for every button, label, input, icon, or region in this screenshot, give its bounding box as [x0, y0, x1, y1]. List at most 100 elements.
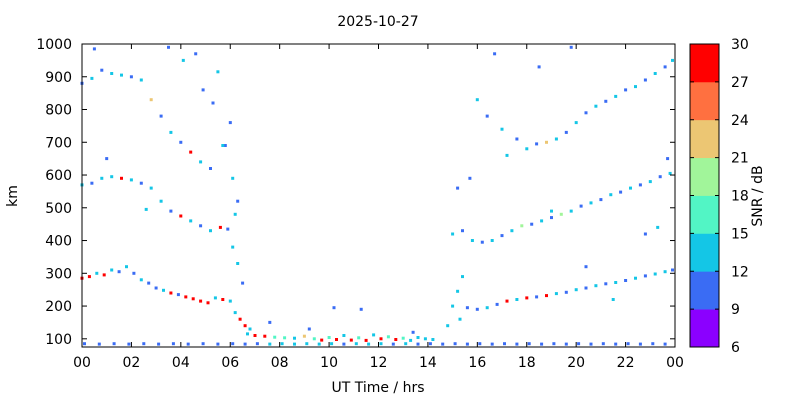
data-point-s1-2	[263, 334, 267, 338]
data-point-s1-16	[379, 337, 383, 341]
data-point-s3-18	[241, 281, 245, 285]
data-point-s2-35	[535, 295, 539, 299]
data-point-s0-35	[540, 342, 544, 346]
data-point-s4-23	[535, 142, 539, 146]
data-point-s3-38	[638, 183, 642, 187]
y-tick-label: 1000	[36, 37, 72, 53]
x-tick-label: 20	[567, 355, 585, 371]
data-point-s3-29	[550, 216, 553, 220]
data-point-s3-12	[199, 224, 203, 228]
colorbar-bin	[690, 81, 719, 121]
data-point-s1-8	[320, 338, 324, 342]
y-axis: 100 200 300 400 500 600 700 800 900 1000	[36, 37, 675, 348]
data-point-s4-7	[149, 98, 153, 102]
data-point-s0-14	[280, 342, 284, 346]
y-tick-label: 600	[45, 168, 72, 184]
x-tick-label: 00	[666, 355, 684, 371]
data-point-s5-10	[233, 212, 237, 216]
data-point-s3-9	[169, 209, 173, 213]
data-point-s3-35	[609, 193, 613, 197]
data-points	[80, 45, 674, 346]
data-point-s1-13	[357, 336, 361, 340]
y-tick-label: 100	[45, 332, 72, 348]
data-point-s0-3	[127, 342, 131, 346]
data-point-s1-18	[394, 338, 398, 341]
data-point-s3-15	[226, 227, 230, 231]
data-point-s0-36	[552, 342, 556, 346]
data-point-s2-25	[451, 304, 455, 308]
colorbar-bin	[690, 195, 719, 234]
data-point-s0-17	[317, 342, 321, 346]
data-point-s5-29	[307, 327, 311, 331]
data-point-s2-2	[95, 271, 99, 275]
data-point-s0-15	[293, 342, 296, 346]
data-point-s5-2	[144, 207, 148, 211]
data-point-s2-33	[515, 298, 519, 301]
data-point-s3-22	[480, 240, 484, 244]
data-point-s3-37	[629, 186, 632, 190]
data-point-s4-8	[159, 114, 163, 118]
data-point-s0-7	[186, 342, 190, 346]
data-point-s2-36	[545, 294, 548, 298]
data-point-s2-12	[169, 291, 173, 295]
data-point-s0-11	[243, 342, 247, 346]
data-point-s1-0	[246, 332, 249, 336]
data-point-s2-23	[243, 324, 247, 328]
data-point-s3-8	[159, 199, 163, 203]
data-point-s2-18	[213, 296, 217, 300]
colorbar-bin	[690, 44, 719, 83]
colorbar-tick-label: 24	[731, 113, 749, 129]
data-point-s3-16	[231, 245, 235, 249]
data-point-s4-35	[653, 72, 657, 75]
data-point-s4-11	[189, 150, 193, 154]
data-point-s4-4	[120, 73, 123, 77]
data-point-s0-20	[354, 342, 358, 346]
data-point-s3-31	[569, 209, 573, 213]
data-point-s0-19	[342, 342, 346, 346]
data-point-s0-38	[577, 342, 581, 346]
colorbar-bin	[690, 309, 719, 348]
x-tick-label: 22	[617, 355, 635, 371]
colorbar-bin	[690, 119, 719, 159]
data-point-s4-20	[500, 127, 504, 131]
data-point-s0-16	[305, 342, 309, 346]
x-tick-label: 04	[172, 355, 190, 371]
data-point-s3-34	[599, 198, 603, 202]
data-point-s0-39	[589, 342, 593, 346]
data-point-s3-2	[100, 176, 104, 180]
y-tick-label: 200	[45, 299, 72, 315]
x-tick-label: 08	[271, 355, 289, 371]
data-point-s3-36	[619, 190, 623, 194]
colorbar-tick-label: 27	[731, 75, 749, 91]
data-point-s2-48	[663, 270, 667, 274]
data-point-s3-26	[520, 224, 524, 228]
data-point-s0-28	[453, 342, 457, 346]
y-tick-label: 300	[45, 266, 72, 282]
data-point-s3-33	[589, 201, 593, 205]
data-point-s2-20	[228, 299, 232, 303]
x-tick-label: 06	[221, 355, 239, 371]
data-point-s3-7	[149, 186, 153, 190]
y-tick-label: 700	[45, 135, 72, 151]
data-point-s5-26	[446, 324, 450, 328]
data-point-s5-21	[584, 265, 588, 269]
data-point-s1-5	[293, 336, 296, 340]
data-point-s5-22	[611, 298, 615, 301]
data-point-s4-29	[594, 104, 598, 108]
data-point-s2-4	[110, 268, 114, 272]
data-point-s2-1	[87, 275, 91, 279]
data-point-s4-9	[169, 130, 173, 134]
data-point-s2-13	[176, 293, 180, 297]
data-point-s5-4	[181, 58, 185, 62]
data-point-s5-25	[666, 157, 670, 161]
colorbar-label: SNR / dB	[750, 165, 766, 226]
colorbar-tick-label: 30	[731, 37, 749, 53]
data-point-s2-43	[614, 281, 618, 284]
data-point-s0-30	[478, 342, 482, 346]
data-point-s3-3	[110, 175, 114, 179]
data-point-s5-18	[537, 65, 541, 69]
colorbar: 6 9 12 15 18 21 24 27 30	[689, 37, 749, 356]
data-point-s3-24	[500, 234, 504, 238]
data-point-s1-12	[349, 338, 353, 342]
